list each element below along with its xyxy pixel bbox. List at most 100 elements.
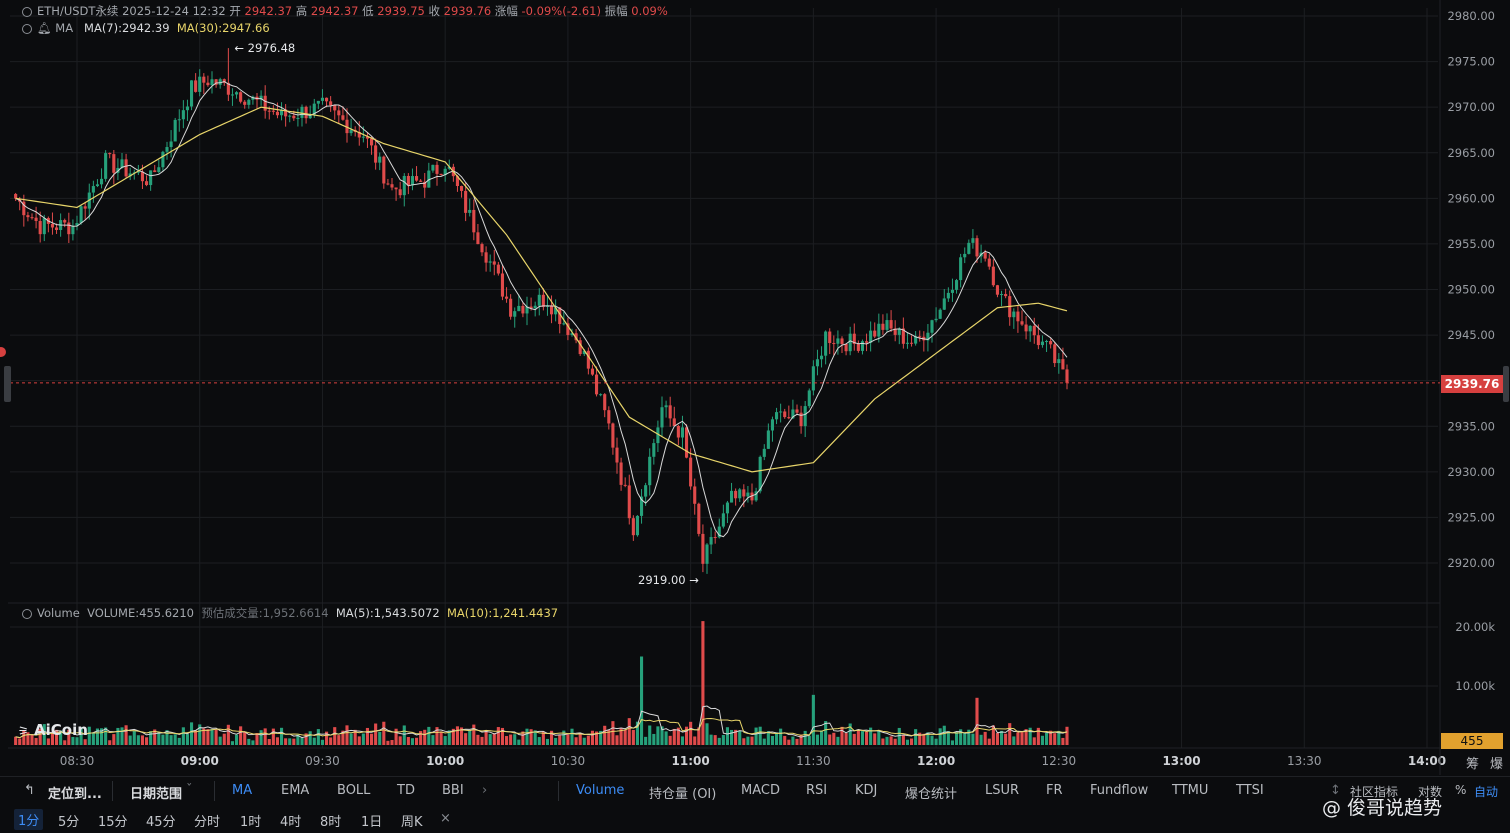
candle-body [288,115,292,117]
tf-1d[interactable]: 1日 [361,815,383,830]
sub-indicator-liquidation[interactable]: 爆仓统计 [905,787,958,802]
sub-indicator-oi[interactable]: 持仓量 (OI) [649,787,717,802]
sub-indicator-fundflow[interactable]: Fundflow [1090,783,1149,798]
candle-body [157,167,161,173]
candle-body [529,306,533,309]
volume-bar [979,734,983,745]
volume-bar [427,726,431,745]
volume-tag: 455 [1441,733,1503,749]
volume-bar [619,727,623,745]
percent-toggle[interactable]: % [1455,783,1467,797]
bell-icon[interactable]: 🔔︎ [37,21,52,35]
candle-body [312,103,316,115]
left-drawer-handle[interactable] [4,366,11,402]
volume-bar [177,737,181,745]
volume-bar [165,730,169,745]
close-icon[interactable]: × [440,811,451,826]
volume-bar [648,725,652,745]
volume-bar [881,738,885,745]
community-indicators[interactable]: 社区指标 [1350,785,1399,799]
sub-indicator-lsur[interactable]: LSUR [985,783,1020,798]
volume-bar [296,734,300,745]
tf-intraday[interactable]: 分时 [194,815,221,830]
alert-dot[interactable] [0,347,6,357]
indicator-td[interactable]: TD [397,783,415,798]
volume-bar [615,735,619,745]
candle-body [824,331,828,356]
tf-8h[interactable]: 8时 [320,815,342,830]
tf-4h[interactable]: 4时 [280,815,302,830]
candle-body [672,418,676,426]
sub-indicator-rsi[interactable]: RSI [806,783,828,798]
volume-bar [345,725,349,745]
indicator-ma[interactable]: MA [232,783,253,798]
date-range-button[interactable]: 日期范围 [130,787,183,802]
volume-bar [337,735,341,745]
volume-bar [243,731,247,745]
community-icon[interactable]: ↕ [1330,783,1341,798]
candle-body [423,181,427,188]
candle-body [582,350,586,355]
candle-body [615,447,619,463]
indicator-boll[interactable]: BOLL [337,783,371,798]
right-drawer-handle[interactable] [1503,366,1509,402]
volume-bar [202,728,206,745]
volume-bar [819,730,824,745]
volume-bar [218,736,222,745]
volume-bar [832,732,836,745]
high-label: 高 [295,4,308,18]
chip-toggle[interactable]: 筹 [1466,757,1480,772]
volume-bar [672,728,676,745]
tf-5m[interactable]: 5分 [58,815,80,830]
tf-1m[interactable]: 1分 [14,809,44,830]
volume-bar [394,728,398,745]
log-scale-toggle[interactable]: 对数 [1418,785,1443,799]
volume-bar [983,731,987,745]
candle-body [161,151,165,168]
locate-icon[interactable]: ↰ [24,783,35,798]
indicator-bbi[interactable]: BBI [442,783,464,798]
candle-body [811,366,815,391]
volume-bar [656,726,660,745]
candle-body [99,178,104,185]
volume-bar [758,726,762,745]
time-tick-label: 09:30 [305,754,340,768]
candle-body [586,350,590,369]
volume-bar [541,731,545,745]
volume-bar [484,730,488,745]
candle-body [390,184,394,188]
locate-button[interactable]: 定位到... [48,787,102,802]
volume-tick-label: 20.00k [1455,620,1495,634]
tf-weekly[interactable]: 周K [401,815,423,830]
tf-45m[interactable]: 45分 [146,815,176,830]
sub-indicator-ttmu[interactable]: TTMU [1172,783,1209,798]
sub-indicator-volume[interactable]: Volume [576,783,625,798]
volume-bar [63,740,67,745]
sub-indicator-ttsi[interactable]: TTSI [1236,783,1264,798]
volume-bar [459,727,464,745]
tf-1h[interactable]: 1时 [240,815,262,830]
sub-indicator-macd[interactable]: MACD [741,783,780,798]
volume-bar [901,734,905,745]
volume-bar [795,738,799,745]
chevron-down-icon[interactable]: ˇ [186,783,193,798]
collapse-icon[interactable] [22,7,32,17]
low-annotation: 2919.00 → [638,573,699,587]
auto-scale-toggle[interactable]: 自动 [1474,785,1499,799]
volume-bar [729,729,734,745]
more-icon[interactable]: › [482,783,488,798]
candle-body [22,201,26,216]
tf-15m[interactable]: 15分 [98,815,128,830]
collapse-icon[interactable] [22,609,32,619]
candle-body [357,131,361,138]
sub-indicator-kdj[interactable]: KDJ [855,783,878,798]
indicator-ema[interactable]: EMA [281,783,310,798]
liquidation-toggle[interactable]: 爆 [1490,757,1504,772]
collapse-icon[interactable] [22,24,32,34]
candle-body [459,186,464,191]
time-tick-label: 12:30 [1042,754,1077,768]
sub-indicator-fr[interactable]: FR [1046,783,1063,798]
change-label: 涨幅 [494,4,518,18]
volume-bar [206,729,210,745]
